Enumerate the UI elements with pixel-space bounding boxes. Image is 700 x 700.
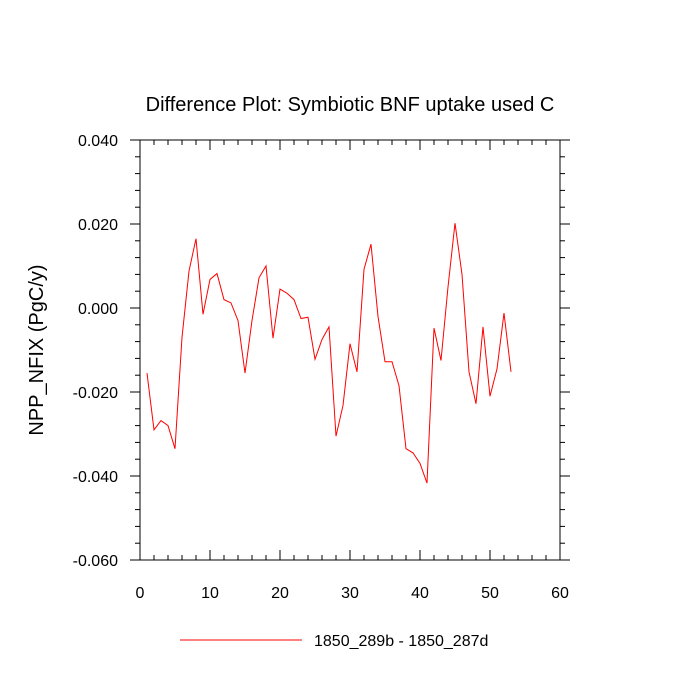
x-tick-label: 10	[201, 585, 219, 602]
y-tick-label: -0.020	[73, 385, 118, 402]
y-tick-label: -0.060	[73, 553, 118, 570]
x-tick-label: 0	[136, 585, 145, 602]
legend-label: 1850_289b - 1850_287d	[314, 633, 488, 650]
series-line	[146, 223, 512, 484]
x-tick-label: 60	[551, 585, 569, 602]
y-tick-label: 0.020	[78, 217, 118, 234]
y-tick-label: 0.040	[78, 133, 118, 150]
x-tick-label: 20	[271, 585, 289, 602]
y-axis-label: NPP_NFIX (PgC/y)	[26, 264, 48, 435]
x-tick-label: 30	[341, 585, 359, 602]
x-tick-label: 50	[481, 585, 499, 602]
x-tick-label: 40	[411, 585, 429, 602]
plot-frame	[139, 139, 561, 561]
y-tick-label: 0.000	[78, 301, 118, 318]
legend: 1850_289b - 1850_287d	[180, 633, 488, 650]
chart-title: Difference Plot: Symbiotic BNF uptake us…	[146, 94, 555, 116]
y-tick-label: -0.040	[73, 469, 118, 486]
